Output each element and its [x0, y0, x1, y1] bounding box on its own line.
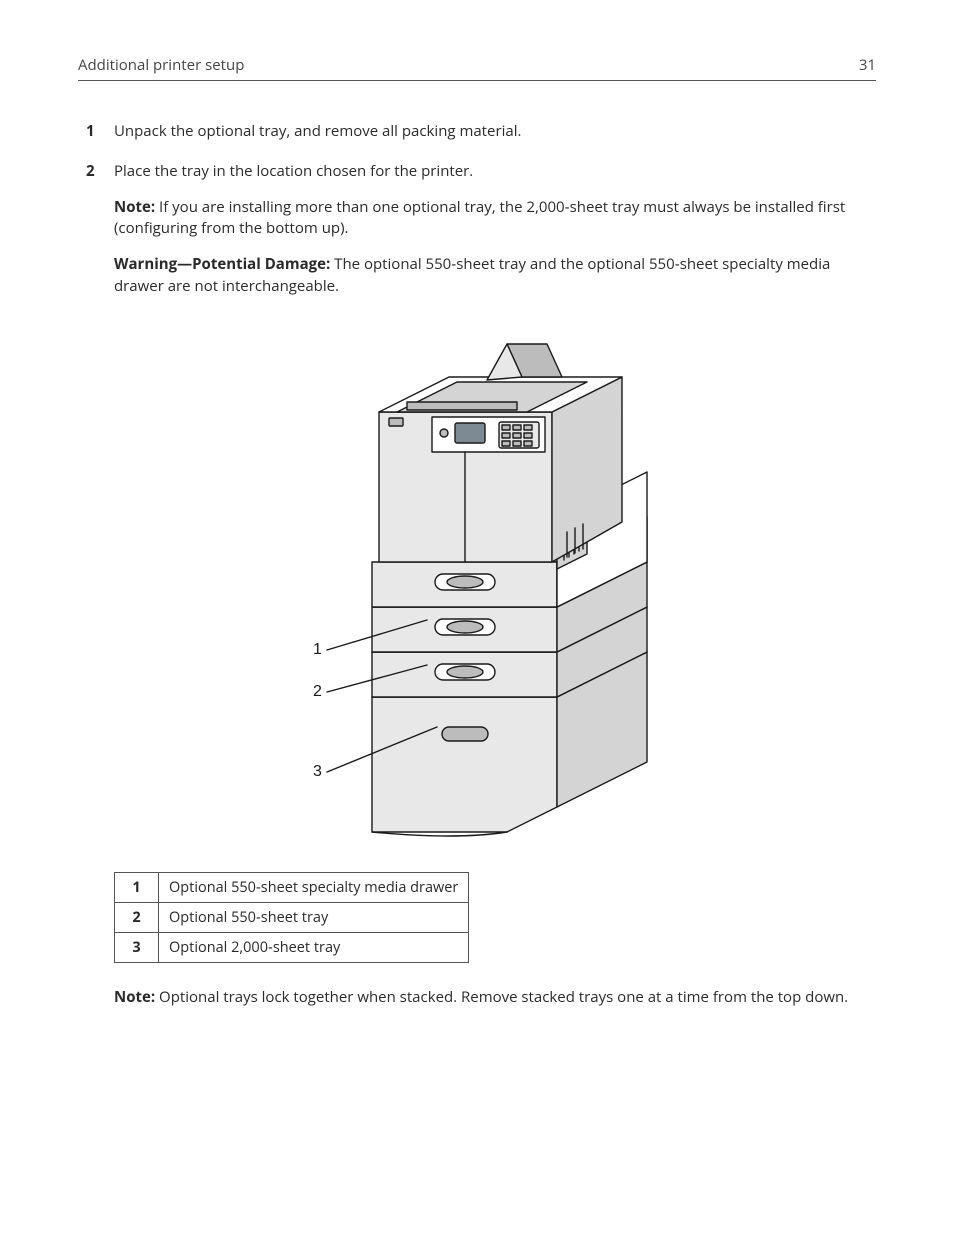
- steps-list: Unpack the optional tray, and remove all…: [78, 121, 876, 298]
- table-row: 1 Optional 550‑sheet specialty media dra…: [115, 872, 469, 902]
- legend-key: 3: [115, 932, 159, 962]
- legend-label: Optional 550‑sheet tray: [159, 902, 469, 932]
- legend-key: 2: [115, 902, 159, 932]
- callout-2: 2: [313, 683, 322, 700]
- table-row: 3 Optional 2,000‑sheet tray: [115, 932, 469, 962]
- running-header: Additional printer setup 31: [78, 55, 876, 81]
- figure-legend-table: 1 Optional 550‑sheet specialty media dra…: [114, 872, 469, 963]
- table-row: 2 Optional 550‑sheet tray: [115, 902, 469, 932]
- note-body: If you are installing more than one opti…: [114, 197, 845, 239]
- step-item: Place the tray in the location chosen fo…: [86, 161, 876, 298]
- note-label: Note:: [114, 987, 155, 1007]
- legend-label: Optional 2,000‑sheet tray: [159, 932, 469, 962]
- note-label: Note:: [114, 197, 155, 217]
- section-title: Additional printer setup: [78, 55, 244, 75]
- legend-key: 1: [115, 872, 159, 902]
- note-body: Optional trays lock together when stacke…: [155, 987, 848, 1007]
- warning-paragraph: Warning—Potential Damage: The optional 5…: [114, 254, 876, 298]
- callout-3: 3: [313, 763, 322, 780]
- page-number: 31: [859, 55, 876, 75]
- printer-illustration-svg: 1 2 3: [277, 322, 677, 842]
- callout-1: 1: [313, 641, 322, 658]
- step-text: Unpack the optional tray, and remove all…: [114, 121, 521, 141]
- warning-label: Warning—Potential Damage:: [114, 254, 330, 274]
- step-item: Unpack the optional tray, and remove all…: [86, 121, 876, 143]
- printer-figure: 1 2 3: [78, 322, 876, 842]
- final-note: Note: Optional trays lock together when …: [114, 987, 876, 1009]
- printer-body: [379, 344, 622, 562]
- step-text: Place the tray in the location chosen fo…: [114, 161, 473, 181]
- document-page: Additional printer setup 31 Unpack the o…: [0, 0, 954, 1235]
- legend-label: Optional 550‑sheet specialty media drawe…: [159, 872, 469, 902]
- note-paragraph: Note: If you are installing more than on…: [114, 197, 876, 241]
